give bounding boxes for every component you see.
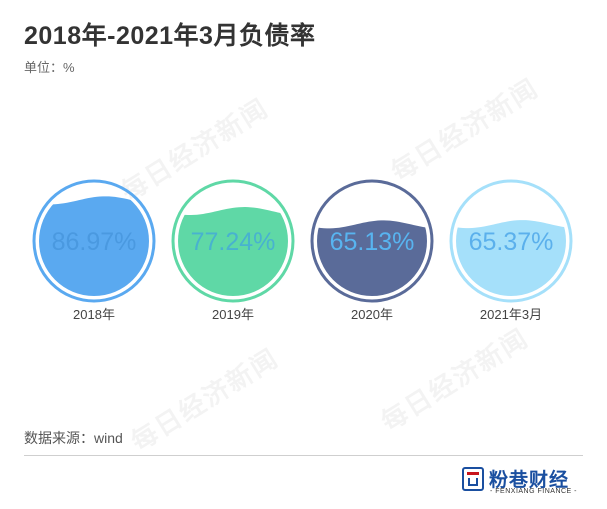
divider bbox=[24, 455, 583, 456]
gauge-ring bbox=[171, 179, 295, 303]
value-label: 86.97% bbox=[52, 228, 137, 256]
value-label: 77.24% bbox=[191, 228, 276, 256]
gauge-2: 77.24% 2019年 bbox=[171, 179, 295, 322]
brand-name: 粉巷财经 bbox=[489, 470, 570, 491]
category-label: 2019年 bbox=[212, 307, 254, 322]
category-label: 2021年3月 bbox=[480, 307, 542, 322]
category-label: 2018年 bbox=[73, 307, 115, 322]
unit-label: 单位：% bbox=[24, 60, 75, 75]
liquid-fill bbox=[456, 220, 566, 296]
gauge-3: 65.13% 2020年 bbox=[310, 179, 434, 322]
liquid-fill bbox=[317, 220, 427, 296]
brand-logo: 粉巷财经 - FENXIANG FINANCE - bbox=[462, 463, 592, 499]
gauge-ring bbox=[449, 179, 573, 303]
liquid-fill bbox=[178, 207, 288, 296]
brand-mark-icon bbox=[462, 467, 484, 491]
gauge-ring bbox=[310, 179, 434, 303]
gauge-ring bbox=[32, 179, 156, 303]
gauge-1: 86.97% 2018年 bbox=[32, 179, 156, 322]
value-label: 65.37% bbox=[469, 228, 554, 256]
brand-subtitle: - FENXIANG FINANCE - bbox=[490, 488, 578, 495]
liquid-fill bbox=[39, 196, 149, 296]
value-label: 65.13% bbox=[330, 228, 415, 256]
category-label: 2020年 bbox=[351, 307, 393, 322]
data-source: 数据来源：wind bbox=[24, 430, 123, 446]
chart-title: 2018年-2021年3月负债率 bbox=[24, 22, 316, 50]
gauge-4: 65.37% 2021年3月 bbox=[449, 179, 573, 322]
